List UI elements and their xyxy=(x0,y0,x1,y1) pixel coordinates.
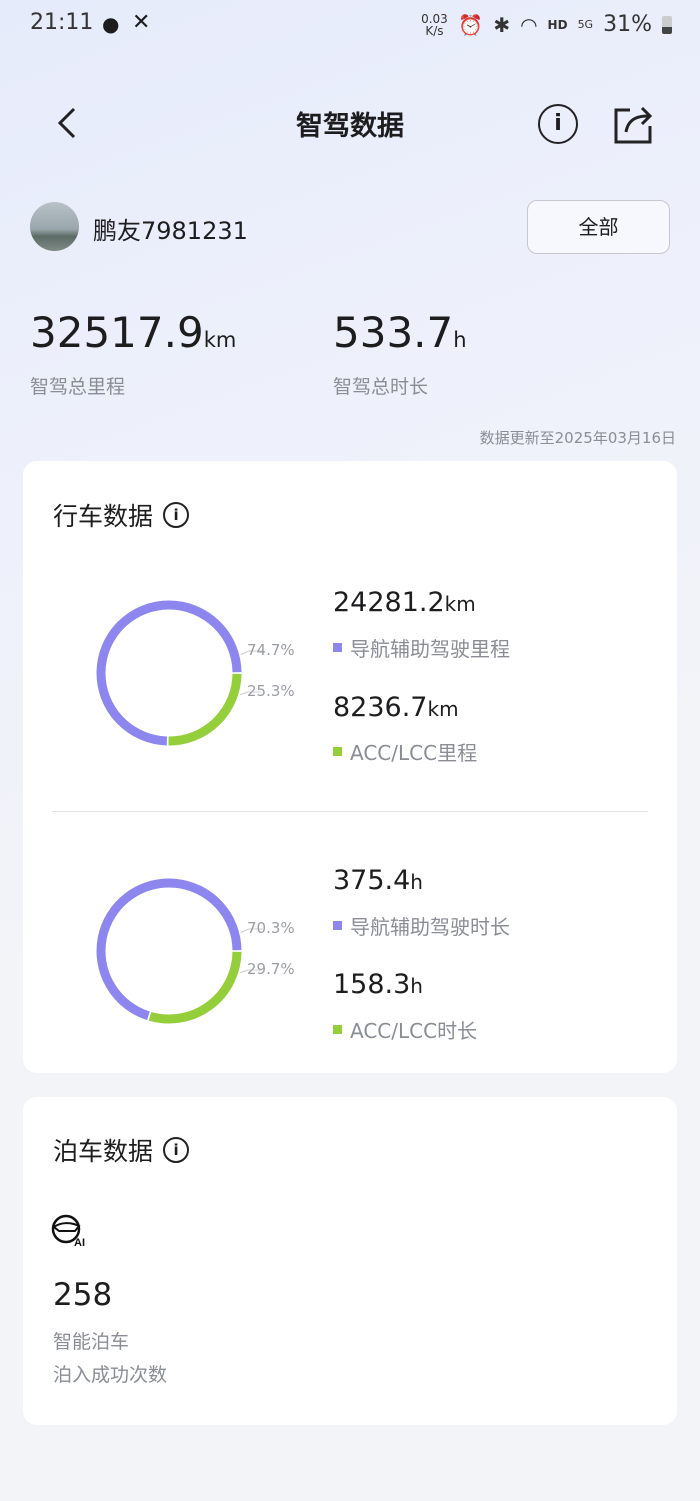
parking-title: 泊车数据 i xyxy=(53,1132,190,1168)
parking-sublabel: 泊入成功次数 xyxy=(53,1364,168,1386)
driving-data-card: 行车数据 i 74.7% 25.3% 24281.2km 导航辅助驾驶里程 823… xyxy=(23,461,677,1073)
net-speed: 0.03 K/s xyxy=(421,11,448,38)
acc-arc xyxy=(148,951,242,1024)
time-unit: h xyxy=(453,328,467,352)
nav-arc xyxy=(96,600,242,746)
driving-title: 行车数据 i xyxy=(53,497,190,533)
info-icon[interactable]: i xyxy=(163,502,190,528)
parking-title-text: 泊车数据 xyxy=(53,1137,154,1166)
battery-icon xyxy=(662,15,672,34)
total-distance-label: 智驾总里程 xyxy=(30,376,126,398)
leader-line xyxy=(240,650,263,656)
time-donut xyxy=(96,878,263,1024)
leader-line xyxy=(240,928,263,934)
acc-distance-pct: 25.3% xyxy=(247,682,295,700)
total-distance-value: 32517.9 xyxy=(30,308,204,357)
parking-data-card: 泊车数据 i AI 258 智能泊车 泊入成功次数 xyxy=(23,1097,677,1425)
driving-title-text: 行车数据 xyxy=(53,502,154,531)
chevron-left-icon[interactable] xyxy=(50,103,90,143)
ai-parking-steering-icon: AI xyxy=(51,1214,85,1248)
acc-legend-dot xyxy=(333,1025,342,1034)
acc-arc xyxy=(168,673,242,746)
nav-distance-value: 24281.2km xyxy=(333,587,476,618)
nav-arc xyxy=(96,878,242,1021)
acc-distance-value: 8236.7km xyxy=(333,692,459,723)
wechat-icon: ● xyxy=(102,12,120,36)
nav-distance-pct: 74.7% xyxy=(247,641,295,659)
distance-unit: km xyxy=(203,328,237,352)
status-icons: 0.03 K/s ⏰ ✱ ◠ HD 5G 31% xyxy=(420,12,672,37)
bluetooth-icon: ✱ xyxy=(493,12,511,37)
distance-donut xyxy=(96,600,263,746)
nav-legend-dot xyxy=(333,643,342,652)
acc-time-pct: 29.7% xyxy=(247,960,295,978)
leader-line xyxy=(239,969,262,974)
username: 鹏友7981231 xyxy=(93,217,248,245)
svg-text:AI: AI xyxy=(74,1237,85,1248)
acc-time-legend: ACC/LCC时长 xyxy=(333,1015,477,1044)
parking-label: 智能泊车 xyxy=(53,1331,130,1353)
leader-line xyxy=(239,691,262,696)
total-time-value: 533.7 xyxy=(333,308,454,357)
nav-distance-legend: 导航辅助驾驶里程 xyxy=(333,633,510,662)
nav-time-value: 375.4h xyxy=(333,865,423,896)
nav-legend-dot xyxy=(333,921,342,930)
total-time: 533.7h xyxy=(333,308,467,357)
avatar[interactable] xyxy=(30,202,79,251)
info-icon[interactable]: i xyxy=(538,104,578,144)
total-time-label: 智驾总时长 xyxy=(333,376,429,398)
acc-distance-legend: ACC/LCC里程 xyxy=(333,737,477,766)
acc-legend-dot xyxy=(333,747,342,756)
total-distance: 32517.9km xyxy=(30,308,236,357)
alarm-icon: ⏰ xyxy=(458,12,484,37)
page-title: 智驾数据 xyxy=(296,111,404,142)
nav-time-legend: 导航辅助驾驶时长 xyxy=(333,911,510,940)
info-icon[interactable]: i xyxy=(163,1137,190,1163)
wifi-icon: ◠ xyxy=(520,12,538,37)
parking-count: 258 xyxy=(53,1277,113,1313)
share-icon[interactable] xyxy=(612,104,654,146)
hd-label: HD xyxy=(547,17,568,32)
update-date: 数据更新至2025年03月16日 xyxy=(479,429,676,447)
battery-text: 31% xyxy=(603,12,652,37)
signal-icon: 5G xyxy=(577,18,594,31)
filter-all-button[interactable]: 全部 xyxy=(527,200,670,254)
divider xyxy=(52,811,648,812)
xpeng-icon: ✕ xyxy=(132,10,151,35)
nav-time-pct: 70.3% xyxy=(247,919,295,937)
status-time: 21:11 xyxy=(30,10,94,35)
acc-time-value: 158.3h xyxy=(333,969,423,1000)
